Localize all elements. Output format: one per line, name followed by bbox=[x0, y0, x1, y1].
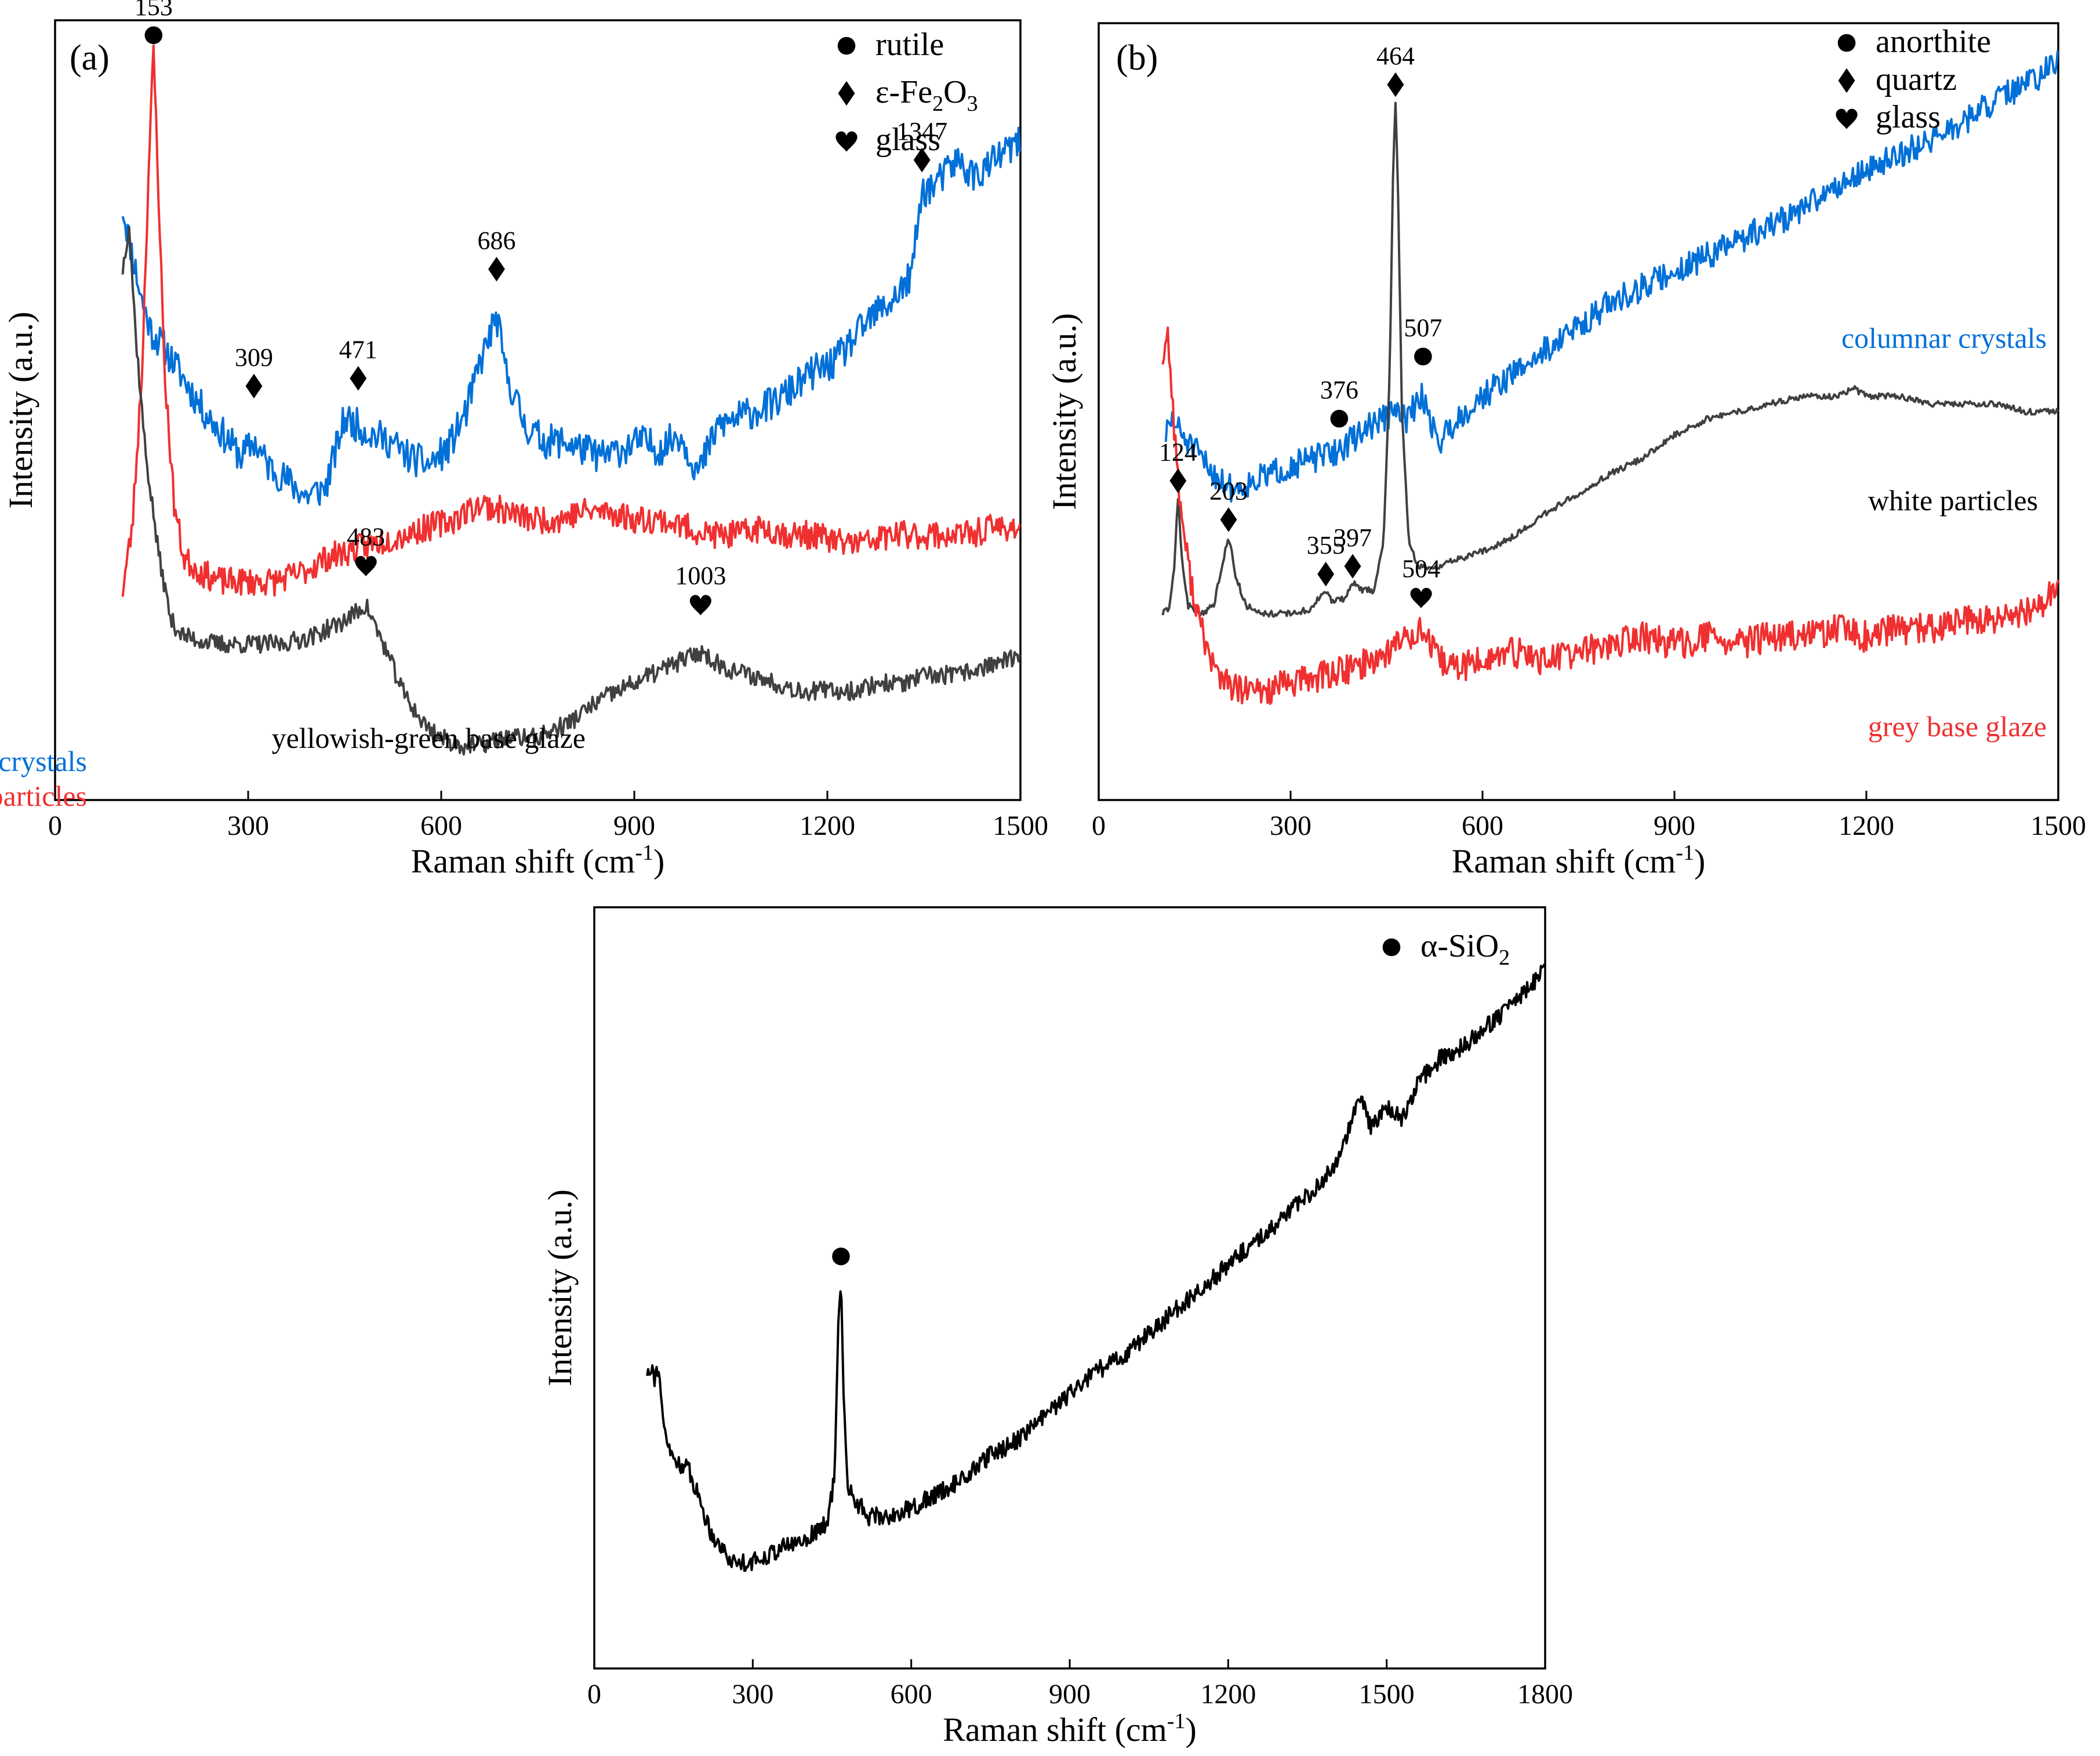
peak-label: 507 bbox=[1404, 314, 1442, 342]
series-label: grey base glaze bbox=[1868, 710, 2047, 743]
series-label: yellowish-green base glaze bbox=[272, 722, 586, 754]
peak-marker-diamond-icon bbox=[1317, 561, 1335, 587]
x-tick-label: 300 bbox=[1270, 810, 1311, 841]
peak-marker-diamond-icon bbox=[245, 373, 263, 399]
legend-circle-icon bbox=[1382, 938, 1401, 957]
x-tick-label: 1200 bbox=[800, 810, 855, 841]
series-line-1 bbox=[121, 126, 1021, 506]
peak-label: 483 bbox=[347, 522, 385, 551]
chart-panel-3: 0 300 600 900 1200 1500 1800 Raman shift (cm-1)… bbox=[541, 906, 1573, 1748]
peak-label: 203 bbox=[1209, 477, 1248, 505]
legend-label: anorthite bbox=[1876, 24, 1991, 60]
chart-panel-2: 0 300 600 900 1200 1500 Raman shift (cm-1) Inte… bbox=[1045, 22, 2086, 880]
x-tick-label: 1500 bbox=[2030, 810, 2086, 841]
x-axis-label: Raman shift (cm-1) bbox=[943, 1709, 1197, 1748]
legend-label: α-SiO2 bbox=[1420, 928, 1510, 970]
peak-label: 124 bbox=[1159, 438, 1197, 466]
x-tick-label: 600 bbox=[420, 810, 462, 841]
legend-diamond-icon bbox=[1838, 68, 1855, 93]
panel-label: (a) bbox=[70, 38, 110, 78]
x-tick-label: 600 bbox=[1462, 810, 1503, 841]
x-tick-label: 1800 bbox=[1517, 1679, 1573, 1710]
legend-circle-icon bbox=[1837, 34, 1856, 52]
legend-heart-icon bbox=[835, 131, 858, 152]
x-tick-label: 1500 bbox=[993, 810, 1048, 841]
series-label: columnar crystals bbox=[1841, 322, 2047, 354]
peak-marker-diamond-icon bbox=[1387, 72, 1404, 97]
peak-marker-circle-icon bbox=[1330, 409, 1349, 428]
x-tick-label: 900 bbox=[1654, 810, 1695, 841]
series-label: rusty plate-like crystals bbox=[0, 745, 87, 777]
peak-label: 471 bbox=[339, 336, 377, 364]
plot-frame bbox=[54, 19, 1022, 801]
series-line-2 bbox=[121, 44, 1021, 597]
series-line-2 bbox=[1161, 101, 2059, 618]
series-line-1 bbox=[1164, 50, 2059, 503]
y-axis-label: Intensity (a.u.) bbox=[2, 312, 39, 509]
legend-label: rutile bbox=[875, 27, 944, 63]
series-label: white particles bbox=[1868, 484, 2038, 517]
legend-circle-icon bbox=[837, 37, 856, 55]
peak-marker-diamond-icon bbox=[350, 366, 367, 391]
peak-label: 309 bbox=[235, 343, 273, 372]
peak-marker-diamond-icon bbox=[913, 147, 931, 173]
series-line-1 bbox=[646, 964, 1546, 1572]
peak-marker-heart-icon bbox=[1410, 587, 1432, 609]
peak-label: 397 bbox=[1334, 523, 1372, 552]
x-tick-label: 1200 bbox=[1200, 1679, 1256, 1710]
x-tick-label: 600 bbox=[891, 1679, 932, 1710]
x-axis-label: Raman shift (cm-1) bbox=[1452, 841, 1706, 880]
legend-label: glass bbox=[875, 122, 940, 158]
legend-label: quartz bbox=[1876, 61, 1957, 97]
series-line-3 bbox=[121, 226, 1021, 756]
peak-marker-heart-icon bbox=[689, 595, 711, 616]
peak-label: 376 bbox=[1320, 376, 1358, 404]
panel-label: (b) bbox=[1116, 38, 1158, 78]
x-tick-label: 900 bbox=[613, 810, 655, 841]
peak-marker-diamond-icon bbox=[1220, 507, 1237, 532]
peak-marker-circle-icon bbox=[832, 1247, 850, 1266]
legend-label: ε-Fe2O3 bbox=[875, 74, 978, 116]
legend-heart-icon bbox=[1836, 108, 1858, 129]
x-tick-label: 0 bbox=[48, 810, 62, 841]
peak-label: 153 bbox=[135, 0, 173, 21]
series-line-3 bbox=[1161, 326, 2059, 706]
peak-marker-circle-icon bbox=[144, 26, 163, 45]
peak-label: 686 bbox=[477, 226, 515, 255]
series-label: dark red granular particles bbox=[0, 780, 87, 812]
x-tick-label: 900 bbox=[1049, 1679, 1091, 1710]
peak-label: 504 bbox=[1402, 554, 1440, 583]
peak-label: 1347 bbox=[896, 117, 947, 146]
x-tick-label: 0 bbox=[1092, 810, 1106, 841]
peak-label: 464 bbox=[1376, 42, 1415, 70]
y-axis-label: Intensity (a.u.) bbox=[541, 1190, 579, 1387]
peak-marker-diamond-icon bbox=[1344, 554, 1361, 579]
legend-diamond-icon bbox=[838, 81, 855, 106]
x-axis-label: Raman shift (cm-1) bbox=[411, 841, 665, 880]
x-tick-label: 1500 bbox=[1359, 1679, 1415, 1710]
x-tick-label: 1200 bbox=[1839, 810, 1894, 841]
peak-marker-diamond-icon bbox=[488, 257, 505, 282]
peak-marker-circle-icon bbox=[1414, 347, 1432, 366]
peak-label: 355 bbox=[1307, 531, 1345, 559]
x-tick-label: 300 bbox=[227, 810, 269, 841]
legend-label: glass bbox=[1876, 99, 1941, 135]
peak-marker-heart-icon bbox=[355, 555, 377, 577]
x-tick-label: 300 bbox=[732, 1679, 773, 1710]
y-axis-label: Intensity (a.u.) bbox=[1045, 313, 1083, 510]
peak-label: 1003 bbox=[675, 562, 726, 590]
chart-panel-1: 0 300 600 900 1200 1500 Raman shift (cm-1) Inte… bbox=[0, 0, 1048, 880]
peak-marker-diamond-icon bbox=[1169, 468, 1187, 493]
x-tick-label: 0 bbox=[587, 1679, 601, 1710]
